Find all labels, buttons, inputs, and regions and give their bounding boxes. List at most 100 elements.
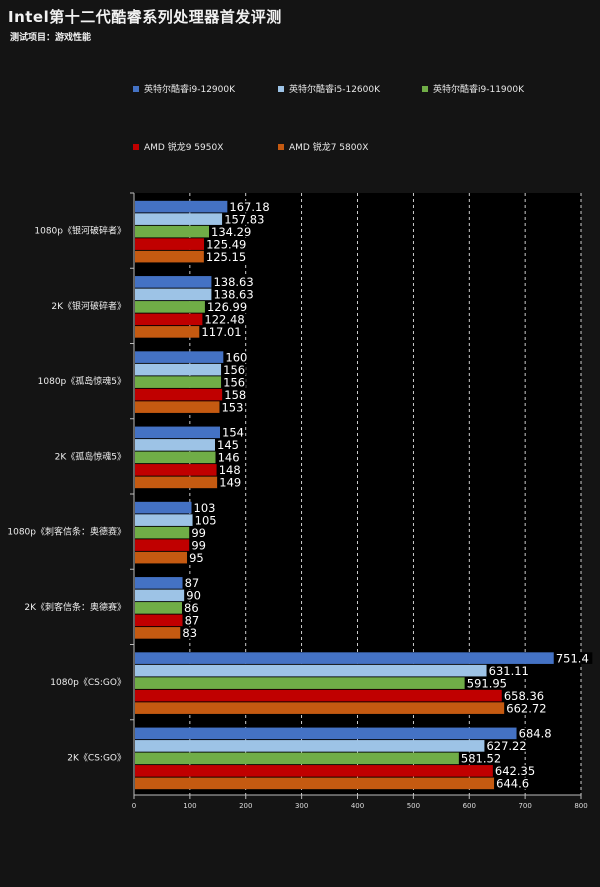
bar	[135, 539, 190, 551]
bar	[135, 689, 502, 702]
bar	[135, 276, 212, 288]
legend-swatch	[133, 85, 139, 92]
legend-swatch	[278, 85, 284, 92]
data-label-bg	[180, 627, 199, 639]
data-label-bg	[223, 351, 249, 363]
bar	[135, 614, 183, 627]
data-label: 158	[224, 388, 246, 402]
data-label-bg	[553, 652, 593, 664]
data-label-bg	[464, 677, 511, 689]
data-label: 662.72	[506, 701, 546, 715]
legend-item-5950x: AMD 锐龙9 5950X	[133, 140, 223, 153]
bar	[135, 577, 183, 589]
data-label-bg	[189, 526, 208, 539]
data-label: 90	[186, 589, 201, 603]
x-tick-label: 100	[183, 802, 196, 810]
data-label: 105	[195, 513, 217, 527]
x-tick-label: 500	[407, 802, 420, 810]
data-label: 103	[194, 501, 216, 515]
x-tick-label: 200	[239, 802, 252, 810]
bar	[135, 514, 193, 526]
bar	[135, 627, 181, 639]
data-label: 167.18	[229, 200, 269, 214]
data-label: 138.63	[213, 275, 253, 289]
x-tick-label: 300	[295, 802, 308, 810]
data-label-bg	[215, 439, 240, 451]
bar	[135, 351, 224, 363]
data-label-bg	[504, 702, 550, 714]
data-label: 591.95	[467, 676, 507, 690]
data-label: 684.8	[519, 727, 552, 741]
data-label: 156	[223, 375, 245, 389]
data-label: 86	[184, 601, 199, 615]
data-label-bg	[191, 501, 217, 514]
bar	[135, 752, 459, 765]
data-label-bg	[501, 689, 548, 702]
data-label: 627.22	[486, 739, 526, 753]
legend-swatch	[278, 143, 284, 150]
bar	[135, 313, 203, 326]
data-label-bg	[227, 200, 273, 213]
data-label-bg	[221, 376, 246, 388]
bar	[135, 551, 188, 564]
data-label-bg	[182, 602, 200, 614]
bar	[135, 451, 216, 464]
category-label: 1080p《银河破碎者》	[34, 225, 126, 237]
bar	[135, 777, 495, 790]
bar	[135, 677, 465, 689]
category-label: 2K《CS:GO》	[67, 752, 126, 763]
data-label-bg	[222, 213, 268, 225]
bar	[135, 765, 493, 777]
data-label-bg	[516, 727, 556, 740]
data-label: 138.63	[213, 288, 253, 302]
bar	[135, 664, 487, 677]
legend-item-5800x: AMD 锐龙7 5800X	[278, 140, 368, 153]
data-label: 153	[221, 400, 243, 414]
data-label: 125.15	[206, 250, 246, 264]
data-label: 122.48	[204, 313, 244, 327]
data-label: 149	[219, 476, 241, 490]
legend-label: 英特尔酷睿i9-12900K	[144, 85, 236, 95]
bar	[135, 702, 505, 714]
data-label: 157.83	[224, 212, 264, 226]
legend-item-i9-11900k: 英特尔酷睿i9-11900K	[422, 82, 524, 95]
bar	[135, 727, 517, 740]
data-label: 642.35	[495, 764, 535, 778]
bar	[135, 363, 222, 376]
bar	[135, 464, 217, 476]
data-label-bg	[216, 464, 242, 476]
data-label: 581.52	[461, 752, 501, 766]
data-label: 99	[191, 538, 206, 552]
data-label: 125.49	[206, 237, 246, 251]
chart-subtitle: 测试项目：游戏性能	[10, 33, 92, 43]
category-label: 1080p《CS:GO》	[50, 677, 126, 688]
chart-title: Intel第十二代酷睿系列处理器首发评测	[8, 8, 282, 26]
data-label: 87	[185, 614, 200, 628]
legend-item-i9-12900k: 英特尔酷睿i9-12900K	[133, 82, 235, 95]
data-label: 87	[185, 576, 200, 590]
data-label: 145	[217, 438, 239, 452]
data-label-bg	[486, 664, 533, 677]
data-label: 751.4	[556, 651, 589, 665]
data-label-bg	[492, 765, 539, 777]
bar	[135, 589, 185, 602]
data-label: 154	[222, 426, 244, 440]
data-label-bg	[221, 363, 246, 376]
data-label-bg	[189, 539, 208, 551]
bar	[135, 326, 200, 338]
data-label: 156	[223, 363, 245, 377]
legend-swatch	[422, 85, 428, 92]
data-label-bg	[182, 577, 201, 589]
data-label: 83	[182, 626, 197, 640]
data-label-bg	[484, 740, 530, 752]
data-label-bg	[203, 250, 250, 263]
data-label: 631.11	[489, 664, 529, 678]
category-label: 2K《银河破碎者》	[51, 300, 126, 312]
bar	[135, 740, 485, 752]
legend-swatch	[133, 143, 139, 150]
bar	[135, 376, 222, 388]
data-label: 148	[219, 463, 241, 477]
x-tick-label: 800	[574, 802, 587, 810]
category-label: 1080p《孤岛惊魂5》	[38, 375, 126, 387]
bar	[135, 250, 204, 263]
